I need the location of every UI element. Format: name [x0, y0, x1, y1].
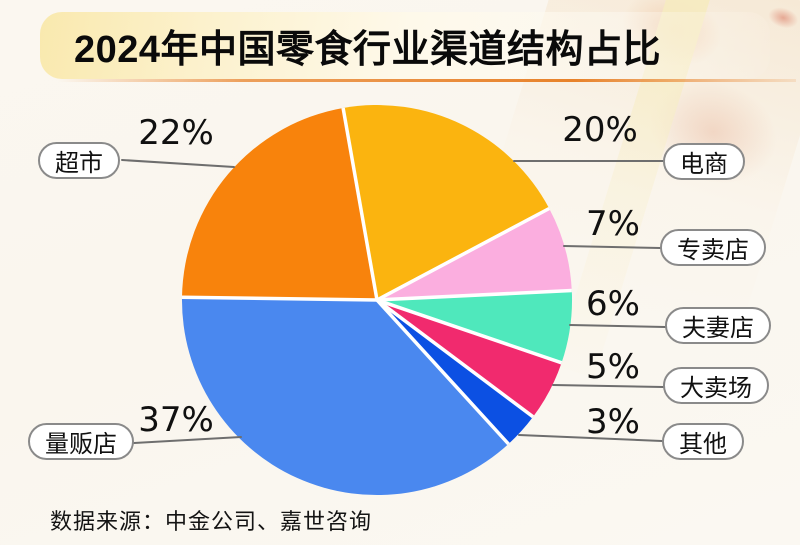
percent-label-mom-and-pop-store: 6%: [586, 284, 640, 324]
pie-slice-e-commerce: [343, 105, 550, 300]
percent-label-hypermarket: 5%: [586, 347, 640, 387]
title-banner: 2024年中国零食行业渠道结构占比: [40, 12, 770, 79]
percent-label-ecommerce: 20%: [562, 110, 638, 150]
pie-slice-specialty-store: [377, 208, 572, 300]
leader-line-supermarket: [121, 159, 235, 168]
percent-label-specialty-store: 7%: [586, 204, 640, 244]
slice-separator: [181, 295, 378, 302]
category-pill-hypermarket: 大卖场: [663, 367, 769, 404]
slice-separator: [375, 298, 510, 446]
leader-line-discount-store: [133, 436, 242, 444]
percent-label-discount-store: 37%: [138, 400, 214, 440]
pie-slice-supermarket: [182, 108, 377, 300]
pie-slice-hypermarket: [377, 300, 562, 417]
percent-label-other: 3%: [586, 402, 640, 442]
slice-separator: [376, 288, 572, 302]
category-pill-discount-store: 量贩店: [28, 423, 134, 460]
page-title: 2024年中国零食行业渠道结构占比: [74, 29, 662, 71]
category-pill-other: 其他: [662, 423, 744, 460]
data-source-note: 数据来源：中金公司、嘉世咨询: [50, 509, 373, 534]
slice-separator: [375, 298, 535, 419]
leader-line-hypermarket: [552, 384, 664, 388]
leader-line-specialty-store: [563, 245, 661, 249]
slice-separator: [341, 107, 379, 301]
category-pill-mom-and-pop-store: 夫妻店: [665, 307, 771, 344]
slice-separator: [376, 298, 563, 365]
slice-separator: [376, 206, 551, 302]
pie-slice-other: [377, 300, 534, 444]
percent-label-supermarket: 22%: [138, 113, 214, 153]
leader-line-mom-and-pop-store: [569, 324, 666, 328]
category-pill-supermarket: 超市: [38, 142, 120, 179]
category-pill-ecommerce: 电商: [663, 143, 745, 180]
pie-slice-discount-store: [181, 297, 509, 496]
pie-slice-mom-and-pop-store: [377, 290, 573, 363]
category-pill-specialty-store: 专卖店: [660, 229, 766, 266]
leader-line-other: [518, 434, 663, 442]
